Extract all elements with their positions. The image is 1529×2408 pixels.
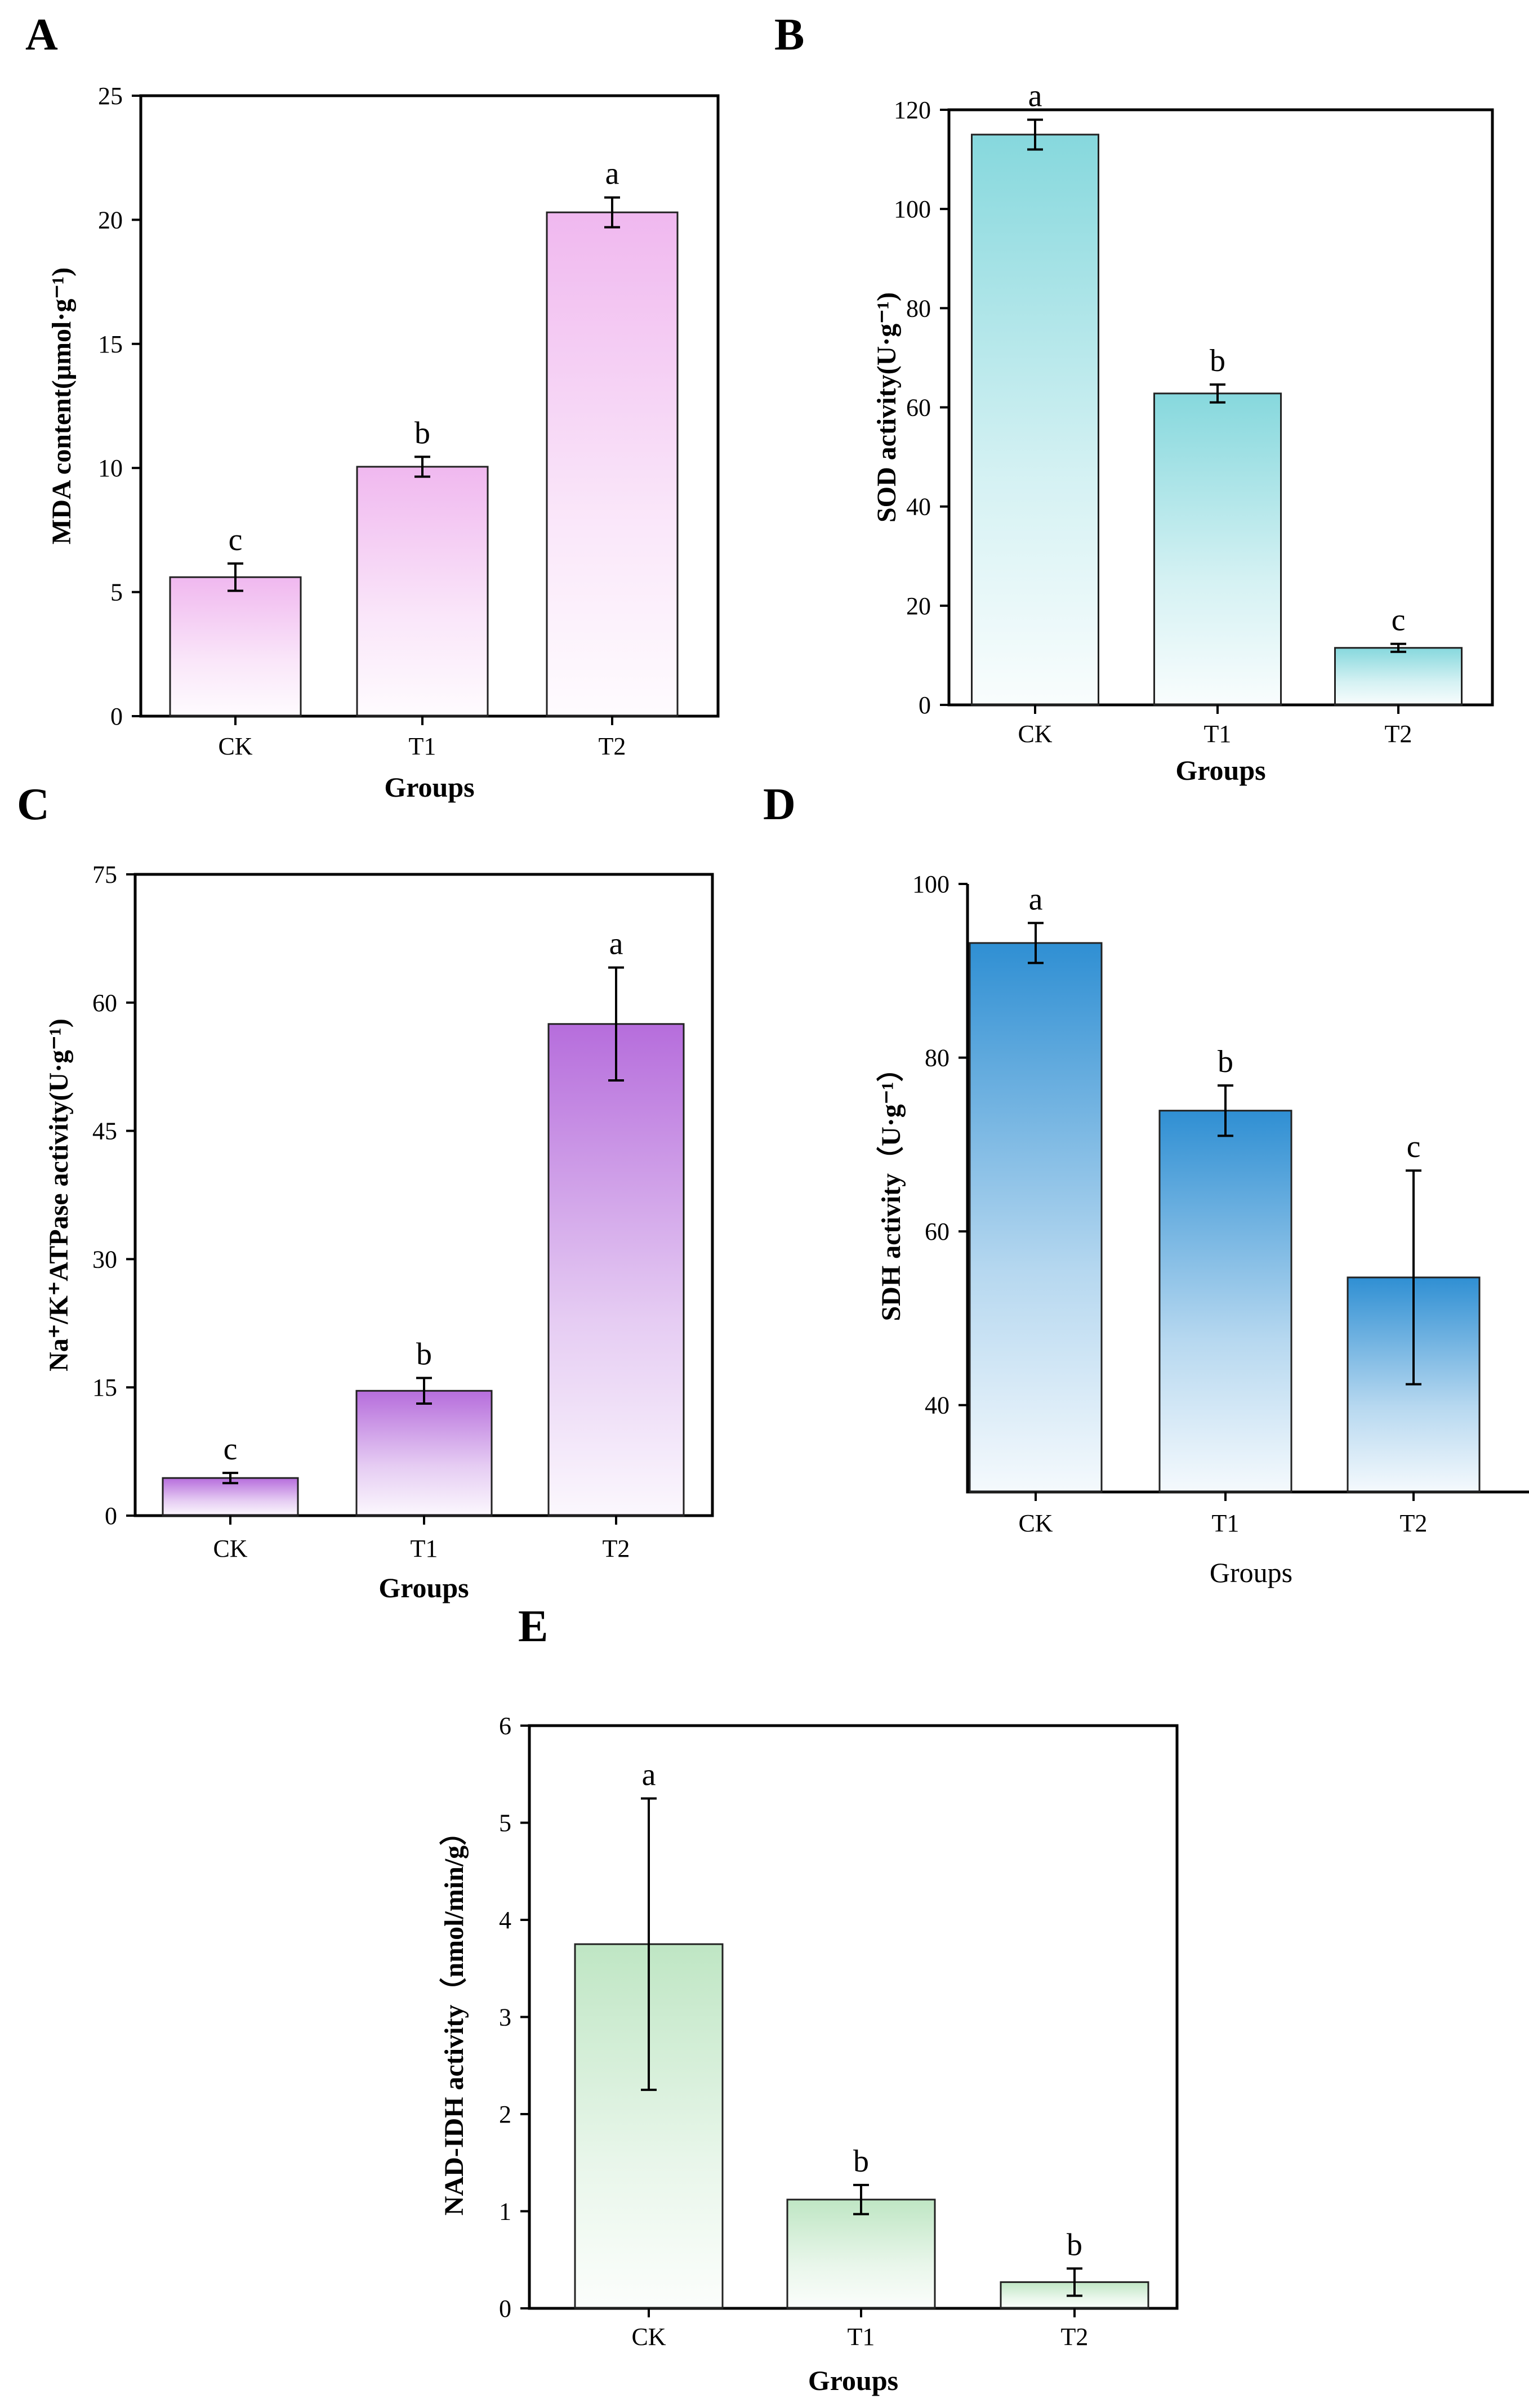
y-axis-label: Na⁺/K⁺ATPase activity(U·g⁻¹) [44, 1018, 74, 1371]
bar-t1 [1158, 1110, 1292, 1493]
y-tick-label: 6 [499, 1712, 511, 1740]
y-tick-label: 15 [92, 1374, 117, 1401]
significance-letter: c [229, 522, 243, 557]
x-tick-label: T1 [1212, 1509, 1240, 1537]
bar-t2 [546, 211, 679, 717]
bar-t1 [1153, 392, 1282, 706]
y-tick-label: 20 [906, 592, 931, 620]
significance-letter: a [605, 157, 619, 191]
y-axis-label: SDH activity（U·g⁻¹） [876, 1055, 906, 1321]
y-tick-label: 0 [499, 2295, 511, 2322]
bar-ck [162, 1477, 299, 1517]
y-axis-label: MDA content(μmol·g⁻¹) [47, 267, 77, 544]
y-tick-label: 5 [499, 1810, 511, 1837]
x-tick-label: CK [1018, 720, 1052, 748]
significance-letter: c [1392, 603, 1406, 638]
y-tick-label: 100 [894, 195, 931, 223]
x-axis-label: Groups [1210, 1557, 1292, 1588]
bar-ck [971, 133, 1099, 706]
significance-letter: a [642, 1757, 656, 1792]
x-tick-label: CK [213, 1535, 247, 1562]
y-tick-label: 10 [98, 454, 123, 482]
chart-panel-d: D 40 60 80 100 a CK b T1 c T2 Groups SDH activity（U·… [763, 780, 1529, 1588]
y-tick-label: 2 [499, 2101, 511, 2128]
significance-letter: b [416, 1337, 432, 1371]
significance-letter: b [853, 2144, 869, 2179]
panel-letter: A [25, 10, 58, 60]
bar-t1 [786, 2199, 936, 2309]
y-tick-label: 120 [894, 96, 931, 124]
y-axis-label: NAD-IDH activity（nmol/min/g） [439, 1819, 469, 2215]
x-tick-label: T2 [1385, 720, 1412, 748]
y-tick-label: 0 [110, 703, 123, 730]
y-tick-label: 1 [499, 2198, 511, 2226]
y-tick-label: 60 [906, 394, 931, 422]
chart-panel-a: A 0 5 10 15 20 25 c CK b T1 a T2 Groups MDA content(μm… [25, 10, 720, 803]
y-tick-label: 0 [919, 691, 931, 719]
y-tick-label: 30 [92, 1245, 117, 1273]
significance-letter: b [414, 416, 430, 450]
significance-letter: b [1067, 2227, 1082, 2262]
y-tick-label: 40 [925, 1392, 950, 1419]
x-tick-label: T2 [1061, 2323, 1089, 2351]
y-tick-label: 25 [98, 82, 123, 110]
bar-ck [169, 576, 302, 717]
y-tick-label: 4 [499, 1906, 511, 1934]
bar-t1 [356, 466, 489, 717]
y-tick-label: 60 [92, 989, 117, 1017]
y-tick-label: 15 [98, 330, 123, 358]
x-tick-label: T2 [1400, 1509, 1428, 1537]
panel-letter: D [763, 780, 796, 829]
significance-letter: c [224, 1432, 238, 1467]
y-tick-label: 60 [925, 1218, 950, 1245]
x-axis-label: Groups [1175, 754, 1265, 786]
x-tick-label: CK [218, 732, 252, 760]
significance-letter: a [609, 927, 623, 962]
bar-t1 [355, 1390, 493, 1517]
x-tick-label: CK [631, 2323, 666, 2351]
y-tick-label: 80 [906, 294, 931, 322]
x-axis-label: Groups [808, 2365, 898, 2396]
bar-ck [969, 942, 1103, 1493]
chart-panel-b: B 0 20 40 60 80 100 120 a CK b T1 c T2 Groups SOD activ… [774, 10, 1494, 786]
significance-letter: b [1210, 343, 1225, 378]
y-tick-label: 5 [110, 579, 123, 606]
bar-t2 [1334, 647, 1463, 706]
panel-letter: C [17, 780, 50, 829]
y-tick-label: 80 [925, 1044, 950, 1072]
y-tick-label: 20 [98, 206, 123, 234]
significance-letter: a [1029, 882, 1043, 917]
y-tick-label: 75 [92, 861, 117, 888]
x-axis-label: Groups [378, 1572, 469, 1603]
y-tick-label: 3 [499, 2004, 511, 2031]
panel-letter: B [774, 10, 804, 60]
significance-letter: c [1407, 1129, 1421, 1164]
x-tick-label: T2 [599, 732, 626, 760]
x-tick-label: T1 [411, 1535, 438, 1562]
plot-axes [966, 884, 1529, 1494]
x-tick-label: T1 [409, 732, 436, 760]
bar-t2 [547, 1023, 685, 1517]
y-tick-label: 100 [912, 870, 950, 898]
x-tick-label: CK [1018, 1509, 1053, 1537]
significance-letter: b [1218, 1044, 1233, 1079]
panel-letter: E [518, 1602, 548, 1651]
x-tick-label: T1 [1204, 720, 1232, 748]
x-tick-label: T2 [603, 1535, 630, 1562]
chart-panel-c: C 0 15 30 45 60 75 c CK b T1 a T2 Groups Na⁺/K⁺ATPase … [17, 780, 714, 1603]
y-tick-label: 40 [906, 493, 931, 521]
y-tick-label: 45 [92, 1118, 117, 1145]
chart-panel-e: E 0 1 2 3 4 5 6 a CK b T1 b T2 Groups NAD-IDH activity（… [439, 1602, 1179, 2396]
y-axis-label: SOD activity(U·g⁻¹) [872, 292, 902, 522]
x-axis-label: Groups [384, 771, 474, 803]
y-tick-label: 0 [105, 1502, 117, 1530]
significance-letter: a [1028, 79, 1042, 114]
x-tick-label: T1 [848, 2323, 875, 2351]
